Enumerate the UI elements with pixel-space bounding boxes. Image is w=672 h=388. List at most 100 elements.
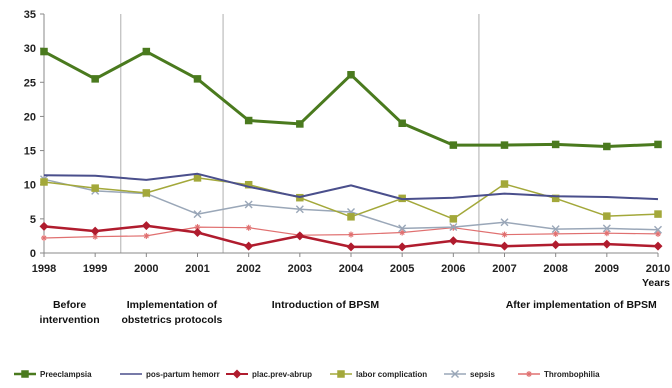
- x-tick-label: 2000: [134, 263, 158, 275]
- y-tick-label: 30: [24, 43, 36, 55]
- series-line: [43, 172, 659, 201]
- series-group: [39, 47, 663, 252]
- data-point: [500, 218, 509, 227]
- data-point: [551, 194, 560, 203]
- series-line: [43, 178, 659, 231]
- legend: Preeclampsia pos-partum hemorr plac.prev-a…: [14, 369, 600, 379]
- data-point: [347, 71, 355, 79]
- data-point: [603, 142, 611, 151]
- data-point-stroke: [502, 232, 507, 238]
- x-tick-label: 2005: [390, 263, 414, 275]
- data-point: [346, 242, 356, 252]
- data-point: [232, 369, 242, 379]
- data-point: [41, 234, 47, 241]
- data-point: [501, 231, 508, 238]
- legend-item: labor complication: [330, 370, 427, 379]
- data-point: [551, 240, 561, 250]
- data-point-stroke: [295, 205, 304, 214]
- data-point: [551, 140, 560, 149]
- data-point-stroke: [604, 230, 610, 236]
- period-label: Introduction of BPSM: [272, 299, 380, 311]
- period-label: Before: [53, 299, 86, 311]
- period-label: obstetrics protocols: [121, 314, 222, 326]
- x-tick-label: 2009: [595, 263, 619, 275]
- data-point-stroke: [500, 218, 509, 227]
- data-point-stroke: [655, 231, 661, 237]
- data-point: [193, 174, 202, 182]
- data-point: [21, 370, 29, 378]
- period-label: intervention: [40, 314, 100, 326]
- data-point: [39, 221, 49, 231]
- data-point-stroke: [193, 210, 202, 219]
- data-point: [655, 230, 661, 237]
- series-labor-complication: [40, 174, 662, 223]
- data-point-stroke: [551, 225, 560, 234]
- data-point: [337, 370, 345, 378]
- x-tick-label: 2006: [441, 263, 465, 275]
- series-preeclampsia: [40, 47, 662, 151]
- data-point-stroke: [92, 234, 98, 240]
- data-point: [347, 213, 355, 221]
- data-point: [500, 180, 509, 188]
- data-point: [193, 75, 202, 83]
- data-point: [40, 47, 48, 56]
- data-point-stroke: [553, 231, 559, 237]
- period-label: Implementation of: [127, 299, 218, 311]
- series-pos-partum-hemorr: [43, 172, 659, 201]
- data-point-stroke: [41, 235, 47, 241]
- data-point: [654, 225, 662, 234]
- data-point: [449, 141, 458, 149]
- data-point: [193, 210, 202, 219]
- legend-item: Preeclampsia: [14, 370, 92, 379]
- legend-item: Thrombophilia: [518, 370, 600, 379]
- data-point: [244, 180, 253, 189]
- y-tick-label: 0: [30, 248, 36, 260]
- data-point: [398, 224, 407, 233]
- data-point: [90, 226, 100, 236]
- data-point: [552, 230, 559, 237]
- data-point: [245, 224, 252, 231]
- y-tick-label: 25: [24, 77, 36, 89]
- y-tick-label: 5: [30, 214, 36, 226]
- data-point: [244, 116, 253, 125]
- data-point: [451, 370, 459, 378]
- legend-item: sepsis: [444, 370, 495, 379]
- data-point-stroke: [399, 230, 405, 235]
- data-point-stroke: [246, 225, 252, 231]
- x-tick-label: 1998: [32, 263, 56, 275]
- data-point: [603, 212, 611, 220]
- data-point: [602, 239, 612, 249]
- period-dividers: [120, 14, 480, 253]
- x-tick-label: 2004: [339, 263, 364, 275]
- data-point: [142, 189, 151, 197]
- data-point: [244, 200, 253, 209]
- y-tick-label: 15: [24, 146, 36, 158]
- x-tick-label: 2001: [185, 263, 209, 275]
- series-line: [43, 50, 659, 148]
- legend-label: plac.prev-abrup: [252, 370, 312, 379]
- x-tick-label: 2007: [492, 263, 516, 275]
- legend-item: pos-partum hemorr: [120, 370, 220, 379]
- series-sepsis: [40, 175, 662, 234]
- period-labels: Before intervention Implementation of obste…: [40, 299, 658, 326]
- y-tick-label: 20: [24, 111, 36, 123]
- data-point: [603, 230, 610, 237]
- data-point: [397, 242, 407, 252]
- data-point: [91, 75, 99, 83]
- legend-label: Thrombophilia: [544, 370, 600, 379]
- data-point-stroke: [143, 233, 149, 239]
- data-point: [449, 223, 458, 232]
- data-point: [141, 221, 151, 231]
- y-tick-label: 10: [24, 180, 36, 192]
- data-point-stroke: [451, 370, 459, 378]
- legend-label: pos-partum hemorr: [146, 370, 220, 379]
- x-axis-title: Years: [642, 277, 670, 289]
- x-tick-label: 2010: [646, 263, 670, 275]
- x-tick-label: 2008: [543, 263, 567, 275]
- data-point-stroke: [449, 223, 458, 232]
- data-point: [526, 371, 532, 377]
- legend-label: labor complication: [356, 370, 427, 379]
- data-point: [654, 210, 662, 218]
